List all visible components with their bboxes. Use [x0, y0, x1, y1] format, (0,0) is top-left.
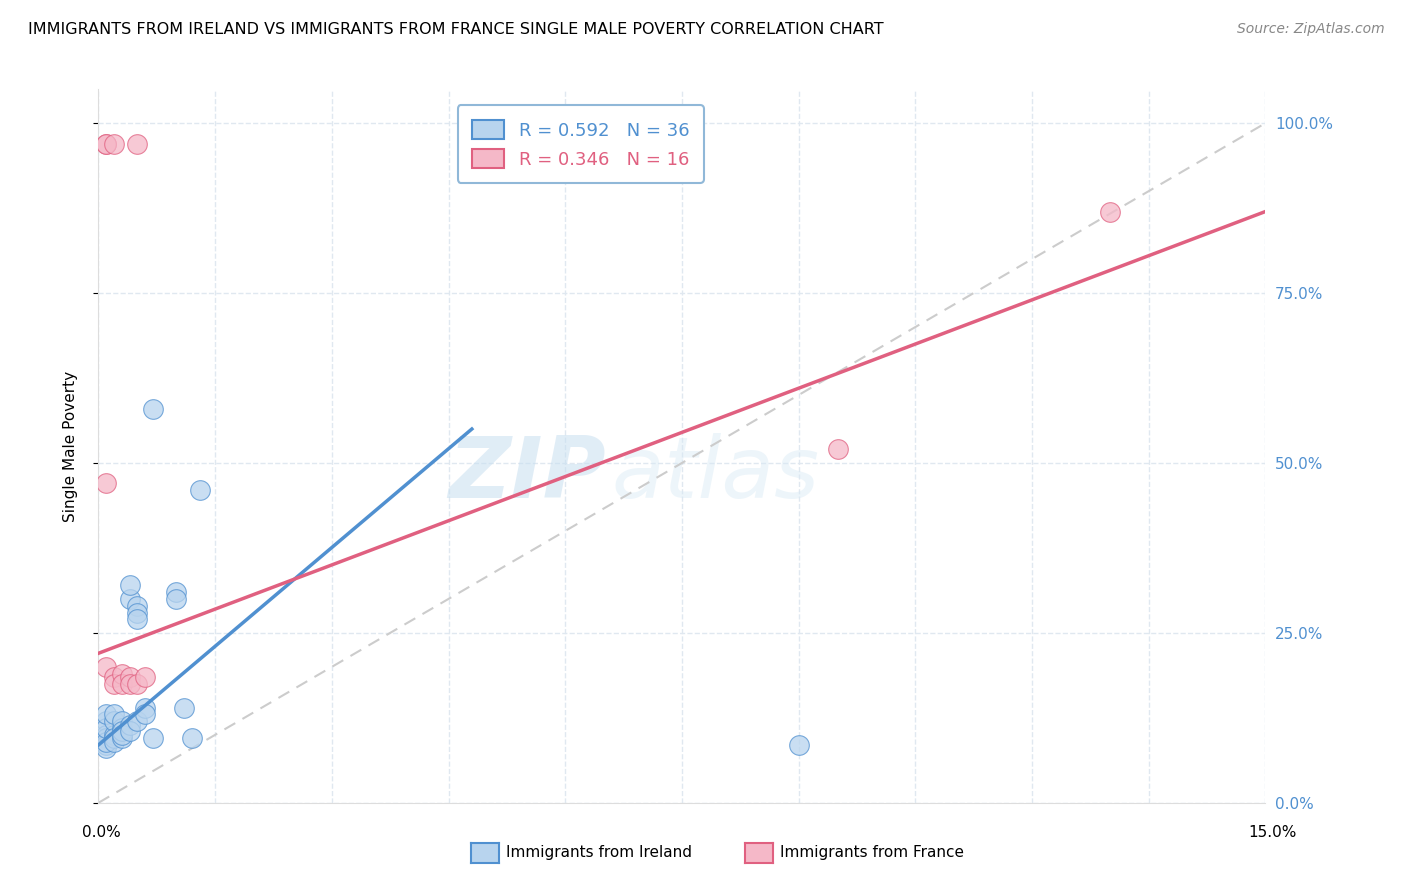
Point: [118, 670, 141, 684]
Legend: R = 0.592   N = 36, R = 0.346   N = 16: R = 0.592 N = 36, R = 0.346 N = 16: [457, 105, 704, 183]
Point: [180, 731, 202, 746]
Point: [127, 136, 149, 151]
Point: [96, 707, 118, 722]
Y-axis label: Single Male Poverty: Single Male Poverty: [63, 370, 77, 522]
Point: [103, 731, 125, 746]
Point: [127, 606, 149, 620]
Point: [827, 442, 849, 457]
Point: [127, 714, 149, 729]
Point: [103, 734, 125, 748]
Point: [127, 677, 149, 691]
Point: [118, 591, 141, 606]
Point: [127, 612, 149, 626]
Point: [173, 700, 195, 714]
Point: [96, 136, 118, 151]
Point: [142, 401, 165, 416]
Text: Source: ZipAtlas.com: Source: ZipAtlas.com: [1237, 22, 1385, 37]
Point: [96, 714, 118, 729]
Point: [103, 670, 125, 684]
Point: [165, 591, 187, 606]
Point: [111, 721, 134, 735]
Point: [103, 136, 125, 151]
Point: [111, 666, 134, 681]
Point: [134, 670, 156, 684]
Point: [96, 741, 118, 756]
Point: [103, 707, 125, 722]
Point: [96, 136, 118, 151]
Point: [103, 728, 125, 742]
Point: [96, 728, 118, 742]
Point: [134, 700, 156, 714]
Point: [111, 724, 134, 739]
Text: Immigrants from France: Immigrants from France: [780, 846, 965, 860]
Point: [96, 721, 118, 735]
Text: 0.0%: 0.0%: [82, 825, 121, 839]
Point: [111, 677, 134, 691]
Text: ZIP: ZIP: [449, 433, 606, 516]
Point: [96, 476, 118, 491]
Point: [134, 707, 156, 722]
Point: [1098, 204, 1121, 219]
Point: [118, 724, 141, 739]
Point: [103, 677, 125, 691]
Text: Immigrants from Ireland: Immigrants from Ireland: [506, 846, 692, 860]
Point: [787, 738, 810, 752]
Point: [142, 731, 165, 746]
Text: IMMIGRANTS FROM IRELAND VS IMMIGRANTS FROM FRANCE SINGLE MALE POVERTY CORRELATIO: IMMIGRANTS FROM IRELAND VS IMMIGRANTS FR…: [28, 22, 884, 37]
Text: atlas: atlas: [612, 433, 820, 516]
Point: [96, 660, 118, 674]
Point: [111, 728, 134, 742]
Text: 15.0%: 15.0%: [1249, 825, 1296, 839]
Point: [127, 599, 149, 613]
Point: [111, 731, 134, 746]
Point: [165, 585, 187, 599]
Point: [118, 717, 141, 731]
Point: [103, 714, 125, 729]
Point: [188, 483, 211, 498]
Point: [96, 731, 118, 746]
Point: [111, 714, 134, 729]
Point: [118, 677, 141, 691]
Point: [118, 578, 141, 592]
Point: [96, 734, 118, 748]
Point: [96, 738, 118, 752]
